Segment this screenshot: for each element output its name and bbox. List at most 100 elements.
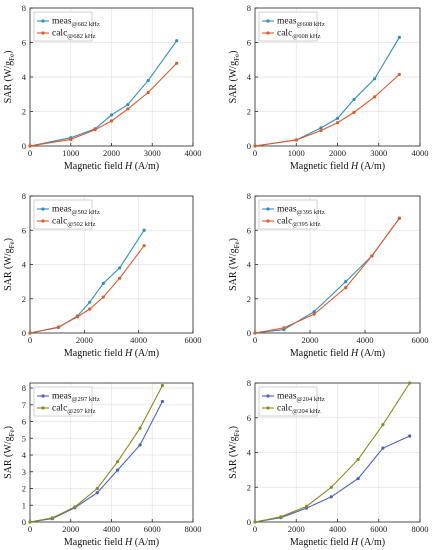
data-point-calc (408, 381, 412, 385)
legend-swatch-marker (41, 394, 45, 398)
data-point-meas (329, 495, 333, 499)
x-axis-label: Magnetic field H (A/m) (290, 537, 385, 548)
legend-entry-calc: calc@297 kHz (52, 404, 96, 416)
data-point-meas (146, 78, 150, 83)
data-point-meas (126, 103, 130, 107)
legend-box (258, 386, 318, 417)
y-tick-label: 4 (22, 260, 27, 270)
x-tick-label: 8000 (412, 524, 429, 534)
x-axis-label: Magnetic field H (A/m) (290, 161, 385, 172)
x-tick-label: 4000 (329, 524, 346, 534)
series-line-meas (254, 435, 410, 523)
data-point-calc (50, 516, 55, 520)
y-tick-label: 0 (22, 141, 26, 151)
y-tick-label: 4 (22, 450, 27, 460)
data-point-calc (118, 276, 122, 280)
series-line-meas (29, 229, 145, 334)
x-tick-label: 0 (28, 335, 32, 345)
legend-swatch-marker (41, 31, 45, 35)
legend-swatch-marker (266, 219, 270, 223)
y-tick-label: 8 (22, 383, 26, 393)
x-tick-label: 4000 (412, 148, 429, 158)
y-tick-label: 2 (22, 107, 26, 117)
legend-box (258, 11, 318, 42)
data-point-calc (116, 460, 120, 464)
data-point-calc (279, 515, 283, 519)
data-point-meas (408, 434, 412, 438)
y-tick-label: 6 (247, 225, 251, 235)
y-tick-label: 3 (22, 467, 26, 477)
legend-entry-meas: meas@502 kHz (52, 205, 100, 217)
data-point-calc (28, 144, 32, 148)
series-line-meas (29, 40, 178, 147)
x-tick-label: 8000 (185, 524, 202, 534)
chart-panel-6: 0 2000 4000 6000 8000 0 2 4 6 8 Magnetic field H (… (228, 378, 429, 548)
data-point-calc (253, 520, 257, 524)
data-point-meas (88, 300, 92, 304)
data-point-meas (109, 113, 114, 117)
data-point-meas (397, 35, 401, 39)
x-tick-label: 2000 (288, 524, 305, 534)
x-axis-label: Magnetic field H (A/m) (64, 537, 159, 548)
y-axis-label: SAR (W/gFe) (228, 426, 241, 479)
legend-swatch-marker (41, 406, 45, 410)
data-point-meas (175, 39, 179, 43)
data-point-calc (142, 244, 146, 248)
legend-entry-calc: calc@204 kHz (277, 404, 321, 416)
chart-panel-3: 0 2000 4000 6000 0 2 4 6 8 Magnetic field H (A/m)… (3, 191, 202, 359)
data-point-calc (75, 315, 80, 319)
legend-swatch-marker (41, 19, 45, 23)
chart-panel-1: 0 1000 2000 3000 4000 0 2 4 6 8 Magnetic field H (… (3, 3, 202, 172)
data-point-calc (160, 383, 165, 388)
y-tick-label: 7 (22, 400, 26, 410)
data-point-meas (381, 446, 385, 450)
legend-entry-meas: meas@608 kHz (277, 17, 325, 29)
y-tick-label: 6 (247, 38, 251, 48)
data-point-meas (160, 399, 165, 404)
data-point-meas (312, 309, 316, 314)
y-tick-label: 8 (22, 3, 26, 13)
legend-entry-calc: calc@395 kHz (277, 217, 321, 229)
x-tick-label: 0 (253, 524, 257, 534)
y-tick-label: 8 (247, 191, 251, 201)
series-line-meas (254, 217, 400, 334)
legend-entry-calc: calc@502 kHz (52, 217, 96, 229)
y-tick-label: 1 (22, 500, 26, 510)
legend-entry-meas: meas@297 kHz (52, 392, 100, 404)
x-tick-label: 3000 (370, 148, 387, 158)
data-point-calc (335, 121, 340, 125)
data-point-calc (319, 128, 323, 133)
y-tick-label: 4 (22, 72, 27, 82)
x-tick-label: 2000 (302, 335, 319, 345)
y-tick-label: 6 (22, 225, 26, 235)
legend-box (33, 386, 93, 417)
y-tick-label: 6 (22, 417, 26, 427)
series-line-calc (29, 245, 145, 334)
y-tick-label: 0 (247, 141, 251, 151)
x-tick-label: 4000 (103, 524, 120, 534)
y-tick-label: 2 (247, 482, 251, 492)
data-point-calc (282, 326, 286, 330)
data-point-calc (253, 331, 257, 335)
legend-entry-meas: meas@395 kHz (277, 205, 325, 217)
legend-swatch-marker (41, 219, 45, 223)
y-tick-label: 2 (22, 484, 26, 494)
legend-entry-calc: calc@682 kHz (52, 29, 96, 41)
data-point-calc (109, 119, 114, 123)
data-point-calc (397, 216, 401, 220)
data-point-calc (95, 486, 99, 491)
data-point-calc (126, 107, 130, 111)
chart-panel-5: 0 2000 4000 6000 8000 0 1 2 3 4 5 6 7 8 Magnetic field… (3, 382, 202, 548)
y-tick-label: 0 (247, 328, 251, 338)
data-point-meas (116, 468, 120, 472)
data-point-calc (28, 331, 32, 335)
y-tick-label: 4 (247, 72, 252, 82)
data-point-meas (142, 228, 146, 232)
data-point-meas (138, 443, 142, 447)
legend-box (33, 11, 93, 42)
legend-swatch-marker (266, 406, 270, 410)
data-point-calc (101, 295, 105, 299)
y-axis-label: SAR (W/gFe) (228, 51, 241, 104)
x-axis-label: Magnetic field H (A/m) (64, 348, 159, 359)
data-point-calc (344, 286, 348, 290)
